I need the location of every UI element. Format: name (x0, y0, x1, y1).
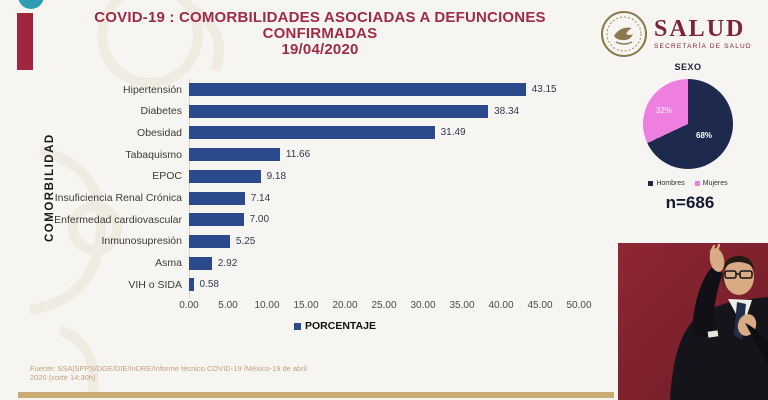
salud-logo: SALUD SECRETARÍA DE SALUD (600, 6, 765, 61)
x-tick-label: 25.00 (371, 300, 397, 311)
logo-subtitle: SECRETARÍA DE SALUD (654, 43, 752, 50)
value-label: 7.14 (250, 192, 271, 204)
category-label: Hipertensión (123, 83, 182, 96)
value-label: 31.49 (440, 127, 466, 139)
interpreter-video (618, 243, 768, 400)
category-label: EPOC (152, 170, 182, 183)
category-label: Enfermedad cardiovascular (54, 213, 182, 226)
legend-swatch (294, 322, 301, 330)
legend-label: PORCENTAJE (305, 320, 376, 332)
category-label: Obesidad (137, 126, 182, 139)
category-label: Insuficiencia Renal Crónica (54, 192, 182, 204)
bar-row: Tabaquismo 11.66 (30, 144, 600, 165)
value-label: 2.92 (217, 257, 238, 269)
title-line-1: COVID-19 : COMORBILIDADES ASOCIADAS A DE… (94, 9, 546, 26)
bar (189, 278, 194, 292)
logo-wordmark: SALUD (654, 16, 746, 42)
pie-legend-label: Mujeres (702, 180, 728, 187)
pie-legend-item: Mujeres (694, 180, 728, 187)
bottom-divider (18, 392, 614, 398)
x-tick-label: 15.00 (293, 300, 319, 311)
value-label: 11.66 (285, 149, 311, 161)
bar (189, 234, 230, 248)
value-label: 0.58 (199, 279, 219, 291)
bar-row: EPOC 9.18 (30, 166, 600, 187)
category-label: Asma (155, 257, 182, 270)
value-label: 38.34 (494, 105, 520, 117)
bar (189, 104, 489, 118)
category-label: Inmunosupresión (101, 235, 182, 248)
x-tick-label: 20.00 (332, 300, 358, 311)
value-label: 7.00 (249, 214, 270, 226)
pie-chart: 68% 32% (643, 79, 733, 169)
bar-row: VIH o SIDA 0.58 (30, 274, 600, 295)
x-tick-label: 5.00 (218, 300, 238, 311)
bar (189, 191, 245, 205)
x-tick-label: 40.00 (488, 300, 514, 311)
bar (189, 148, 280, 162)
pie-legend-swatch (694, 181, 700, 186)
slide-title: COVID-19 : COMORBILIDADES ASOCIADAS A DE… (75, 10, 565, 58)
bar-row: Asma 2.92 (30, 253, 600, 274)
x-tick-label: 0.00 (179, 300, 199, 311)
pie-title: SEXO (674, 62, 702, 72)
crimson-accent-bar (17, 13, 33, 70)
value-label: 9.18 (266, 170, 287, 182)
bar (189, 169, 261, 183)
teal-accent-circle (18, 0, 44, 9)
bar (189, 126, 435, 140)
pie-legend: Hombres Mujeres (628, 180, 748, 187)
pie-slice-label-hombres: 68% (696, 131, 713, 140)
bar (189, 256, 212, 270)
value-label: 43.15 (531, 84, 557, 95)
category-label: Tabaquismo (125, 148, 182, 161)
y-axis-line (189, 79, 190, 298)
government-seal-icon (601, 10, 647, 57)
x-axis-ticks: 0.00 5.00 10.00 15.00 20.00 25.00 30.00 35.00 40… (30, 300, 620, 312)
bar (189, 213, 244, 227)
x-tick-label: 35.00 (449, 300, 475, 311)
pie-slice-label-mujeres: 32% (656, 106, 673, 115)
bar-row: Inmunosupresión 5.25 (30, 231, 600, 252)
x-tick-label: 30.00 (410, 300, 436, 311)
bar-row: Enfermedad cardiovascular 7.00 (30, 209, 600, 230)
sample-size-label: n=686 (665, 193, 715, 212)
pie-legend-swatch (648, 181, 654, 186)
bar-row: Insuficiencia Renal Crónica 7.14 (30, 188, 600, 209)
bar-row: Hipertensión 43.15 (30, 79, 600, 100)
bar-row: Diabetes 38.34 (30, 101, 600, 122)
bar (189, 83, 526, 96)
x-axis-legend: PORCENTAJE (250, 320, 420, 332)
pie-legend-label: Hombres (656, 180, 685, 187)
title-line-2: CONFIRMADAS (262, 25, 378, 42)
interpreter-person (618, 243, 768, 400)
title-line-3: 19/04/2020 (281, 41, 359, 58)
x-tick-label: 10.00 (254, 300, 280, 311)
source-footer: Fuente: SSA|SPPS/DGE/DIE/InDRE/Informe t… (30, 364, 430, 382)
value-label: 5.25 (235, 235, 256, 247)
footer-line-1: Fuente: SSA|SPPS/DGE/DIE/InDRE/Informe t… (30, 364, 308, 373)
category-label: VIH o SIDA (128, 278, 182, 291)
category-label: Diabetes (140, 105, 182, 118)
pie-legend-item: Hombres (648, 180, 685, 187)
bar-chart: Hipertensión 43.15 Diabetes 38.34 Obesidad 31… (30, 79, 600, 297)
bar-row: Obesidad 31.49 (30, 122, 600, 143)
x-tick-label: 45.00 (527, 300, 553, 311)
footer-line-2: 2020 (corte 14:30h) (30, 373, 96, 382)
x-tick-label: 50.00 (566, 300, 592, 311)
